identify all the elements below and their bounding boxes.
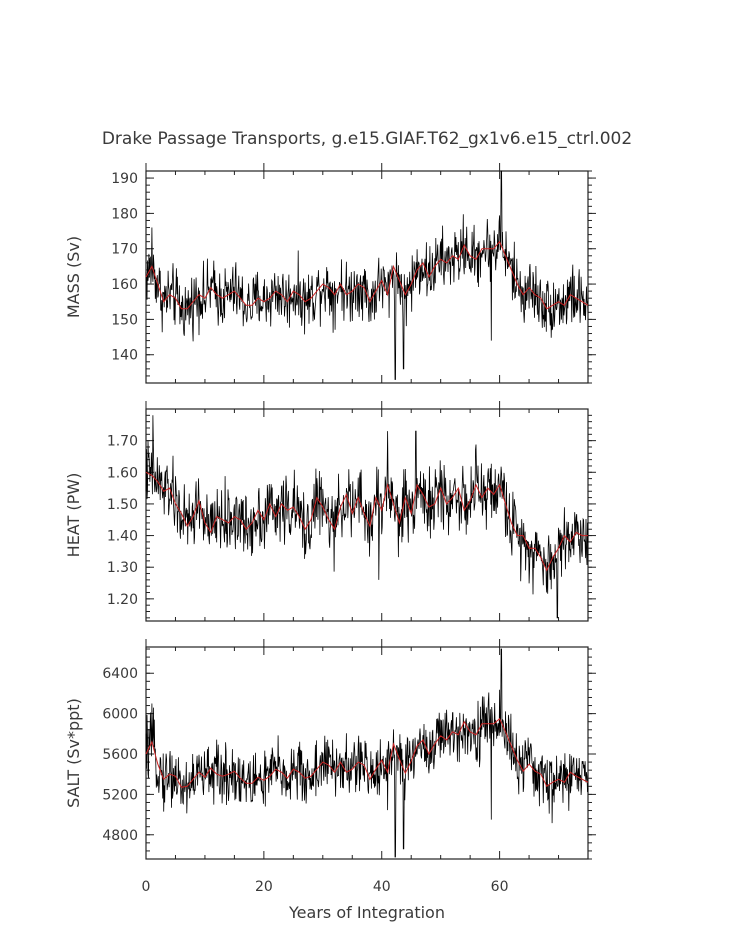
x-tick-label: 40 [373,879,391,895]
heat-frame [145,408,589,622]
mass-ytick-label: 180 [111,206,138,222]
x-tick-label: 0 [142,879,151,895]
salt-ytick-label: 4800 [102,828,138,844]
heat-ytick-label: 1.30 [107,560,138,576]
mass-ytick-label: 170 [111,242,138,258]
salt-ytick-label: 6400 [102,666,138,682]
salt-smoothed-line [145,717,589,788]
mass-ytick-label: 150 [111,312,138,328]
x-tick-label: 60 [491,879,509,895]
salt-ytick-label: 5600 [102,747,138,763]
heat-ytick-label: 1.60 [107,465,138,481]
salt-y-axis-label: SALT (Sv*ppt) [64,698,83,808]
heat-ytick-label: 1.50 [107,497,138,513]
x-axis-label: Years of Integration [288,903,445,922]
heat-ytick-label: 1.20 [107,592,138,608]
salt-monthly-line [145,648,589,858]
mass-smoothed-line [145,240,589,310]
salt-ytick-label: 5200 [102,787,138,803]
x-tick-label: 20 [255,879,273,895]
mass-monthly-line [145,170,589,380]
mass-frame [145,170,589,384]
heat-monthly-line [145,415,589,619]
salt-frame [145,646,589,860]
heat-ytick-label: 1.70 [107,434,138,450]
panel-salt: 4800 5200 5600 6000 6400 SALT (Sv*ppt) 0 20 40 60 [64,639,596,895]
panel-mass: 140 150 160 170 180 190 MASS (Sv) [64,163,596,384]
mass-ytick-label: 140 [111,348,138,364]
heat-smoothed-line [145,471,588,572]
mass-y-axis-label: MASS (Sv) [64,236,83,318]
mass-ytick-label: 160 [111,277,138,293]
mass-ytick-label: 190 [111,171,138,187]
salt-ytick-label: 6000 [102,707,138,723]
panel-heat: 1.20 1.30 1.40 1.50 1.60 1.70 HEAT (PW) [64,401,596,622]
heat-y-axis-label: HEAT (PW) [64,473,83,558]
heat-ytick-label: 1.40 [107,529,138,545]
chart-title: Drake Passage Transports, g.e15.GIAF.T62… [102,129,632,149]
